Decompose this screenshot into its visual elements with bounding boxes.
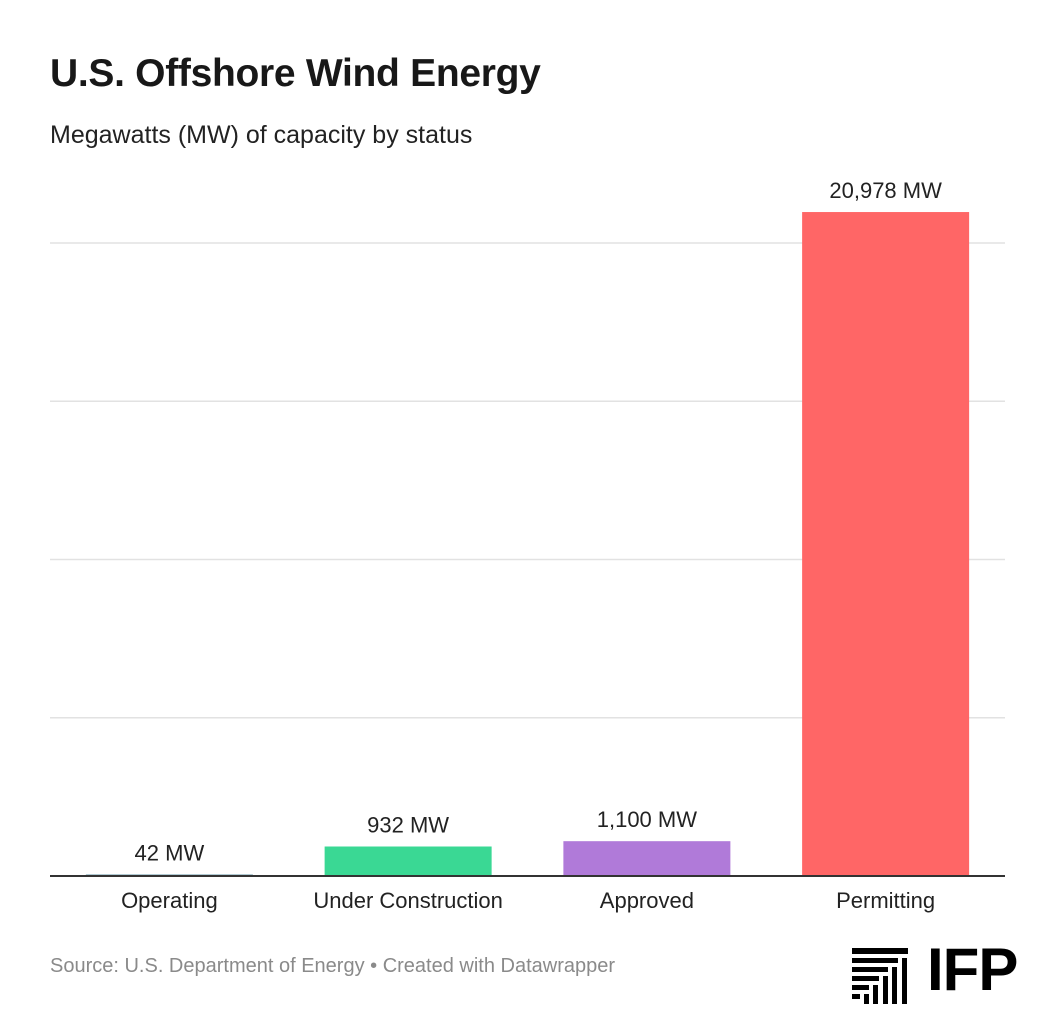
category-label-1: Under Construction	[313, 888, 503, 913]
bar-chart: 42 MW Operating 932 MW Under Construction 1,…	[50, 178, 1005, 913]
category-label-0: Operating	[121, 888, 218, 913]
value-label-2: 1,100 MW	[597, 807, 697, 832]
ifp-logo-text: IFP	[927, 936, 1018, 1003]
value-label-3: 20,978 MW	[829, 178, 942, 203]
bar-2	[563, 841, 731, 876]
bar-3	[802, 212, 970, 877]
category-label-2: Approved	[600, 888, 694, 913]
category-label-3: Permitting	[836, 888, 935, 913]
value-label-1: 932 MW	[367, 813, 449, 838]
chart-subtitle: Megawatts (MW) of capacity by status	[50, 121, 473, 149]
source-note: Source: U.S. Department of Energy • Crea…	[50, 955, 616, 977]
bar-1	[324, 846, 492, 876]
chart-title: U.S. Offshore Wind Energy	[50, 52, 541, 95]
value-label-0: 42 MW	[135, 841, 205, 866]
ifp-logo-icon	[852, 948, 908, 1004]
